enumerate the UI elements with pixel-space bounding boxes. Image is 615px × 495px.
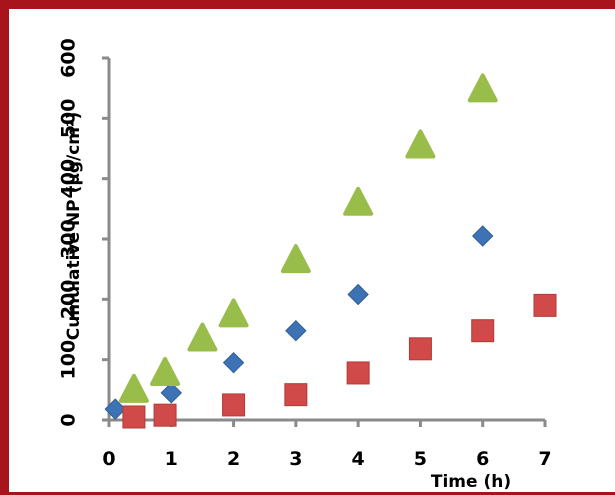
triangle-point — [118, 373, 149, 403]
x-tick-label: 5 — [414, 448, 427, 470]
triangle-point — [150, 356, 181, 386]
x-tick-label: 7 — [538, 448, 551, 470]
x-axis-title: Time (h) — [431, 472, 511, 492]
triangle-point — [280, 244, 311, 274]
y-tick-label: 300 — [58, 219, 80, 259]
x-tick-label: 4 — [352, 448, 365, 470]
y-tick-label: 400 — [58, 159, 80, 199]
y-tick-label: 500 — [58, 98, 80, 138]
y-axis-title: Cumulative NP (μg/cm²) — [64, 112, 84, 340]
square-point — [153, 403, 177, 427]
diamond-point — [104, 398, 126, 420]
diamond-point — [222, 351, 245, 374]
y-tick-label: 100 — [58, 340, 80, 380]
axes — [102, 56, 547, 427]
square-point — [346, 361, 370, 385]
square-point — [471, 319, 495, 343]
diamond-point — [347, 283, 369, 306]
diamond-point — [285, 319, 307, 342]
x-tick-label: 0 — [102, 448, 115, 470]
scatter-chart: 0 100 200 300 400 500 600 0 1 2 3 4 5 6 7 Cumulative … — [58, 38, 557, 492]
square-point — [533, 293, 557, 317]
triangle-point — [467, 73, 498, 103]
y-tick-label: 600 — [58, 38, 80, 78]
square-point — [122, 405, 146, 429]
diamond-point — [160, 382, 182, 404]
x-tick-label: 1 — [165, 448, 178, 470]
x-tick-label: 2 — [227, 448, 240, 470]
triangle-point — [187, 322, 218, 352]
data-points — [104, 73, 557, 429]
y-tick-labels: 0 100 200 300 400 500 600 — [58, 38, 80, 426]
y-tick-label: 200 — [58, 279, 80, 319]
diamond-point — [472, 225, 494, 247]
triangle-point — [343, 186, 374, 216]
triangle-point — [405, 129, 436, 159]
square-point — [284, 383, 308, 407]
x-tick-label: 6 — [476, 448, 489, 470]
square-point — [408, 337, 432, 361]
x-tick-labels: 0 1 2 3 4 5 6 7 — [102, 448, 551, 470]
triangle-point — [218, 298, 249, 328]
x-tick-label: 3 — [289, 448, 302, 470]
square-point — [222, 393, 246, 417]
y-tick-label: 0 — [58, 413, 80, 426]
